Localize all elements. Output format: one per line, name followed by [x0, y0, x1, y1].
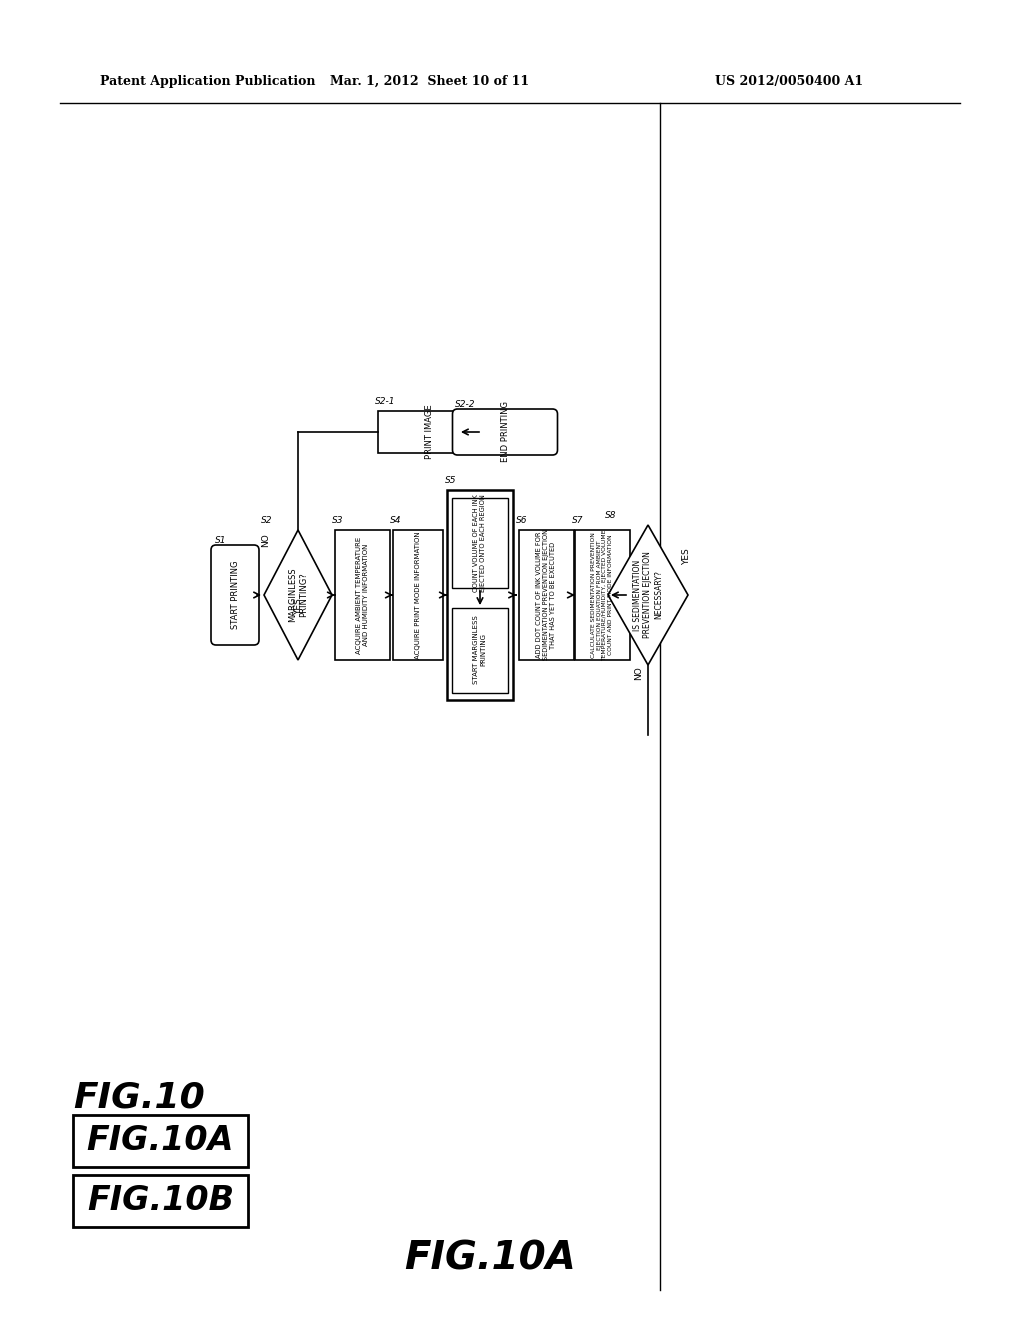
Text: FIG.10A: FIG.10A [404, 1239, 575, 1278]
FancyBboxPatch shape [518, 531, 573, 660]
Text: S8: S8 [605, 511, 616, 520]
Text: IS SEDIMENTATION
PREVENTION EJECTION
NECESSARY?: IS SEDIMENTATION PREVENTION EJECTION NEC… [633, 552, 663, 639]
Text: S1: S1 [215, 536, 226, 545]
Text: START MARGINLESS
PRINTING: START MARGINLESS PRINTING [473, 615, 486, 684]
Text: CALCULATE SEDIMENTATION PREVENTION
EJECTION EQUATION FROM AMBIENT
TEMPERATURE/HU: CALCULATE SEDIMENTATION PREVENTION EJECT… [591, 529, 613, 661]
FancyBboxPatch shape [378, 411, 482, 453]
Text: ACQUIRE PRINT MODE INFORMATION: ACQUIRE PRINT MODE INFORMATION [415, 531, 421, 659]
Text: ADD DOT COUNT OF INK VOLUME FOR
SEDIMENTATION PREVENTION EJECTION
THAT HAS YET T: ADD DOT COUNT OF INK VOLUME FOR SEDIMENT… [536, 529, 556, 660]
Polygon shape [608, 525, 688, 665]
Text: S2: S2 [261, 516, 272, 525]
Text: Patent Application Publication: Patent Application Publication [100, 75, 315, 88]
Text: FIG.10A: FIG.10A [87, 1125, 234, 1158]
Text: S7: S7 [572, 516, 584, 525]
Text: S5: S5 [445, 477, 457, 484]
Text: START PRINTING: START PRINTING [230, 561, 240, 630]
Text: END PRINTING: END PRINTING [501, 401, 510, 462]
FancyBboxPatch shape [453, 409, 557, 455]
Text: US 2012/0050400 A1: US 2012/0050400 A1 [715, 75, 863, 88]
FancyBboxPatch shape [452, 498, 508, 587]
Text: S6: S6 [516, 516, 527, 525]
Text: ACQUIRE AMBIENT TEMPERATURE
AND HUMIDITY INFORMATION: ACQUIRE AMBIENT TEMPERATURE AND HUMIDITY… [355, 536, 369, 653]
FancyBboxPatch shape [574, 531, 630, 660]
Text: NO: NO [261, 533, 270, 546]
FancyBboxPatch shape [211, 545, 259, 645]
Text: YES: YES [294, 598, 303, 615]
FancyBboxPatch shape [393, 531, 443, 660]
Text: S4: S4 [390, 516, 401, 525]
Polygon shape [264, 531, 332, 660]
Text: FIG.10: FIG.10 [73, 1080, 205, 1114]
Text: Mar. 1, 2012  Sheet 10 of 11: Mar. 1, 2012 Sheet 10 of 11 [331, 75, 529, 88]
Text: PRINT IMAGE: PRINT IMAGE [426, 405, 434, 459]
Text: FIG.10B: FIG.10B [87, 1184, 234, 1217]
Text: NO: NO [634, 667, 643, 680]
Text: S3: S3 [332, 516, 343, 525]
FancyBboxPatch shape [73, 1175, 248, 1228]
Text: MARGINLESS
PRINTING?: MARGINLESS PRINTING? [289, 568, 307, 622]
FancyBboxPatch shape [73, 1115, 248, 1167]
Text: COUNT VOLUME OF EACH INK
EJECTED ONTO EACH REGION: COUNT VOLUME OF EACH INK EJECTED ONTO EA… [473, 494, 486, 591]
FancyBboxPatch shape [335, 531, 389, 660]
Text: YES: YES [682, 548, 691, 565]
Text: S2-2: S2-2 [455, 400, 475, 409]
FancyBboxPatch shape [447, 490, 513, 700]
FancyBboxPatch shape [452, 607, 508, 693]
Text: S2-1: S2-1 [375, 397, 395, 407]
